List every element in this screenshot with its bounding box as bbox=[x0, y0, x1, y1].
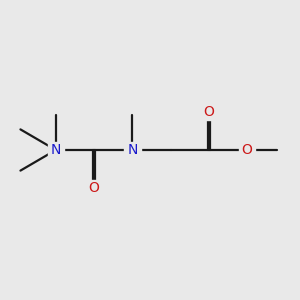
Text: N: N bbox=[127, 143, 137, 157]
Text: O: O bbox=[88, 181, 100, 195]
Text: O: O bbox=[203, 105, 214, 119]
Bar bbox=[47, 142, 64, 158]
Text: O: O bbox=[242, 143, 253, 157]
Bar bbox=[124, 142, 141, 158]
Bar bbox=[239, 142, 255, 158]
Bar bbox=[86, 180, 102, 196]
Text: N: N bbox=[51, 143, 61, 157]
Bar bbox=[201, 103, 217, 120]
